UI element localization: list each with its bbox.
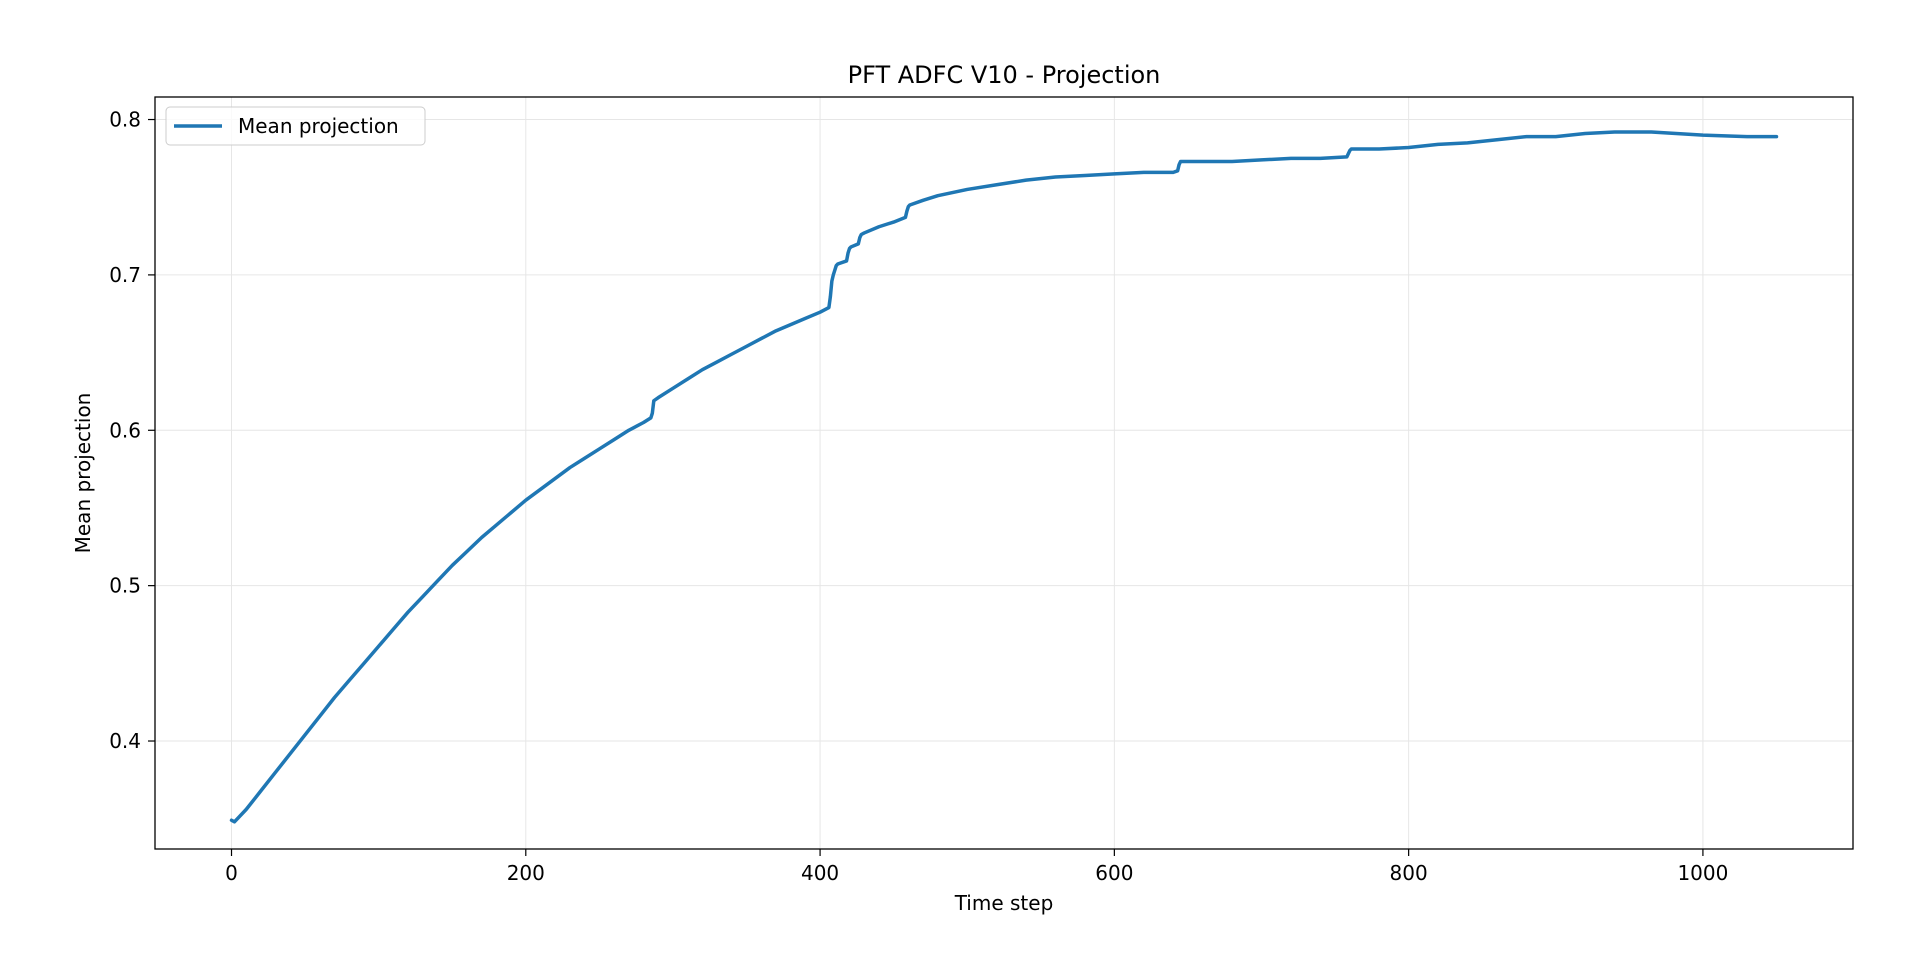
series-line-mean-projection (229, 130, 1779, 824)
grid-lines (155, 97, 1853, 849)
legend: Mean projection (165, 106, 426, 146)
y-axis-ticks: 0.4 0.5 0.6 0.7 0.8 (109, 108, 155, 753)
y-tick-label: 0.4 (109, 729, 141, 753)
x-tick-label: 1000 (1677, 861, 1728, 885)
series-layer (229, 130, 1779, 824)
legend-label: Mean projection (238, 114, 399, 138)
x-tick-label: 200 (507, 861, 545, 885)
x-axis-ticks: 0 200 400 600 800 1000 (225, 849, 1728, 885)
y-axis-label: Mean projection (71, 393, 95, 554)
x-tick-label: 800 (1390, 861, 1428, 885)
plot-frame (154, 96, 1854, 850)
y-tick-label: 0.6 (109, 418, 141, 442)
y-tick-label: 0.8 (109, 108, 141, 132)
x-tick-label: 400 (801, 861, 839, 885)
y-tick-label: 0.5 (109, 574, 141, 598)
y-tick-label: 0.7 (109, 263, 141, 287)
chart-title: PFT ADFC V10 - Projection (848, 61, 1161, 89)
x-axis-label: Time step (954, 891, 1054, 915)
x-tick-label: 600 (1095, 861, 1133, 885)
x-tick-label: 0 (225, 861, 238, 885)
legend-box (165, 106, 426, 146)
